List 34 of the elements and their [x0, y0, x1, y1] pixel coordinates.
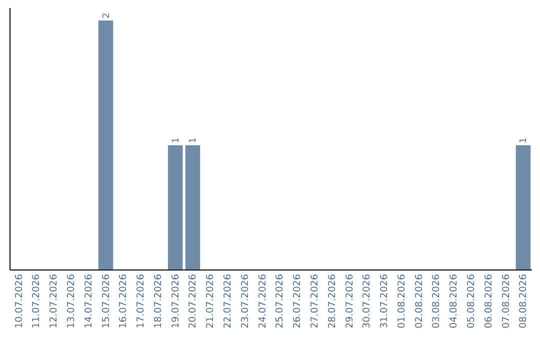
x-tick-label: 06.08.2026	[483, 274, 494, 328]
x-tick-label: 16.07.2026	[118, 274, 130, 328]
x-tick-label: 21.07.2026	[205, 274, 216, 328]
x-tick-label: 12.07.2026	[48, 274, 60, 328]
x-tick-label: 10.07.2026	[14, 274, 25, 328]
x-tick-label: 19.07.2026	[170, 274, 182, 328]
x-tick-label: 03.08.2026	[431, 274, 442, 328]
x-tick-label: 17.07.2026	[136, 274, 147, 328]
x-tick-label: 29.07.2026	[344, 274, 356, 328]
x-tick-label: 25.07.2026	[274, 274, 286, 328]
x-tick-label: 27.07.2026	[309, 274, 320, 328]
x-tick-label: 30.07.2026	[362, 274, 373, 328]
data-label: 1	[519, 138, 530, 144]
x-tick-label: 20.07.2026	[188, 274, 199, 328]
x-tick-label: 24.07.2026	[257, 274, 268, 328]
data-label: 1	[188, 138, 199, 144]
x-tick-label: 31.07.2026	[379, 274, 390, 328]
x-tick-label: 15.07.2026	[100, 274, 112, 328]
x-tick-label: 14.07.2026	[83, 274, 94, 328]
x-tick-label: 07.08.2026	[500, 274, 512, 328]
x-tick-label: 01.08.2026	[396, 274, 408, 328]
x-tick-label: 28.07.2026	[326, 274, 338, 328]
x-tick-label: 05.08.2026	[466, 274, 478, 328]
data-label: 2	[102, 12, 112, 18]
x-tick-label: 04.08.2026	[448, 274, 460, 328]
x-tick-label: 02.08.2026	[414, 274, 425, 328]
x-tick-label: 23.07.2026	[240, 274, 251, 328]
x-tick-label: 18.07.2026	[152, 274, 164, 328]
data-label: 1	[171, 138, 182, 144]
x-tick-label: 13.07.2026	[66, 274, 77, 328]
x-tick-label: 26.07.2026	[292, 274, 304, 328]
x-tick-label: 11.07.2026	[31, 274, 42, 328]
x-tick-label: 22.07.2026	[222, 274, 234, 328]
x-tick-label: 08.08.2026	[518, 274, 530, 328]
